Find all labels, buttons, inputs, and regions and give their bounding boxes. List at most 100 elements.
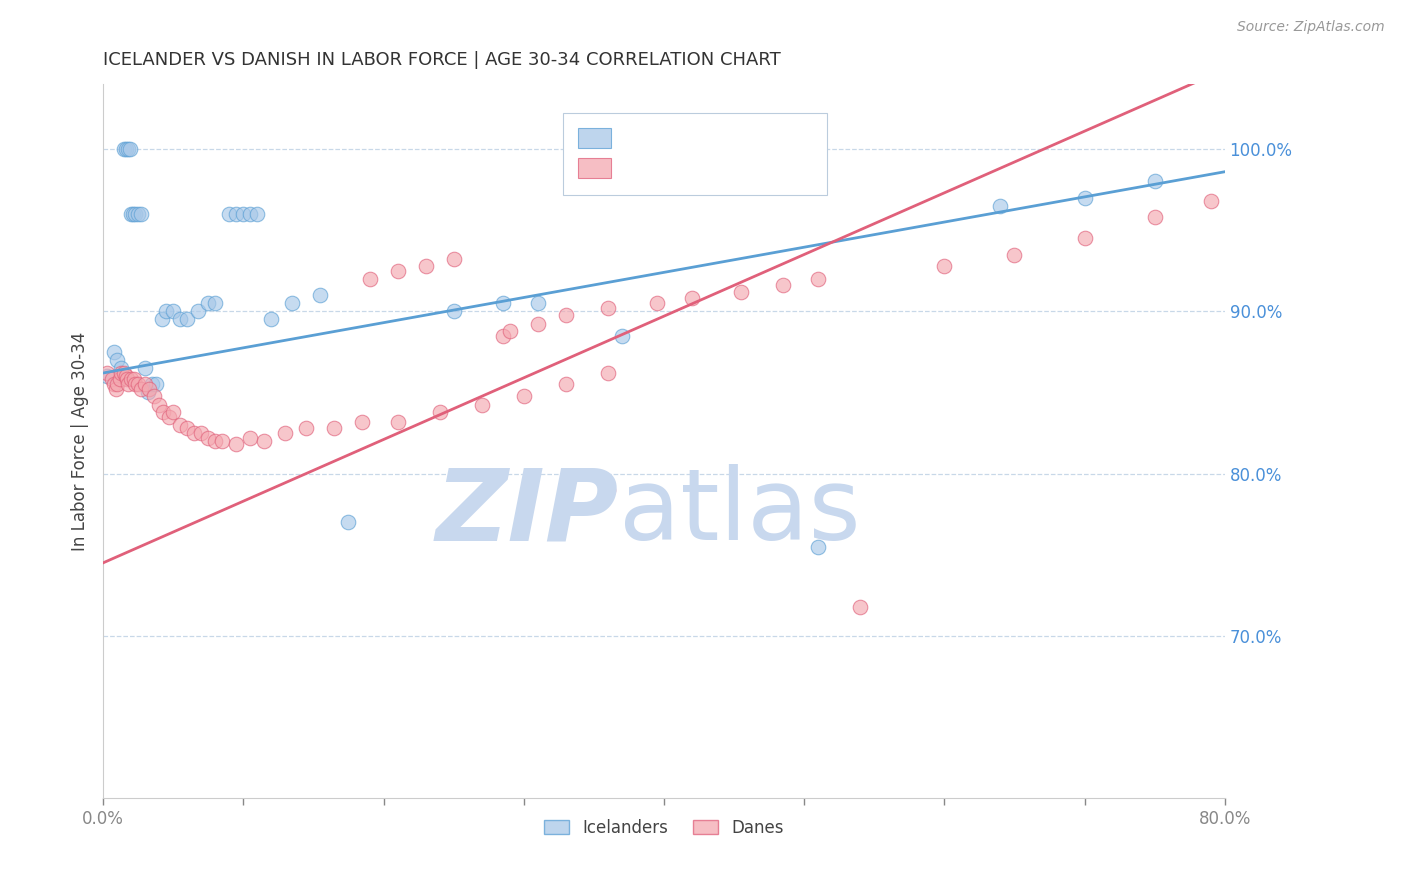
Point	[239, 431, 262, 445]
Point	[129, 207, 152, 221]
Point	[197, 431, 219, 445]
Point	[204, 434, 226, 449]
Point	[105, 377, 128, 392]
Point	[239, 207, 262, 221]
Point	[730, 285, 752, 299]
Point	[934, 259, 956, 273]
Point	[183, 425, 205, 440]
Point	[118, 142, 141, 156]
Point	[96, 369, 118, 384]
Point	[1199, 194, 1222, 208]
Point	[429, 405, 451, 419]
Point	[190, 425, 212, 440]
Point	[142, 389, 165, 403]
Point	[121, 207, 143, 221]
Point	[352, 415, 374, 429]
Point	[157, 409, 180, 424]
Point	[124, 377, 146, 392]
Point	[645, 296, 668, 310]
Point	[120, 207, 142, 221]
Point	[387, 415, 409, 429]
Point	[176, 312, 198, 326]
Point	[138, 382, 160, 396]
Point	[492, 328, 515, 343]
Point	[387, 264, 409, 278]
Point	[141, 377, 163, 392]
Point	[152, 405, 174, 419]
Point	[103, 344, 125, 359]
Text: ICELANDER VS DANISH IN LABOR FORCE | AGE 30-34 CORRELATION CHART: ICELANDER VS DANISH IN LABOR FORCE | AGE…	[103, 51, 780, 69]
Point	[253, 434, 276, 449]
Text: R = 0.631   N = 65: R = 0.631 N = 65	[623, 161, 775, 175]
Point	[204, 296, 226, 310]
Point	[112, 142, 135, 156]
Point	[122, 372, 145, 386]
Point	[359, 272, 381, 286]
Point	[849, 599, 872, 614]
Point	[110, 366, 132, 380]
Point	[232, 207, 254, 221]
Point	[129, 382, 152, 396]
Point	[148, 399, 170, 413]
Point	[337, 516, 360, 530]
Point	[281, 296, 304, 310]
Point	[471, 399, 494, 413]
Point	[681, 291, 703, 305]
Point	[415, 259, 437, 273]
Point	[526, 318, 548, 332]
Point	[309, 288, 332, 302]
Text: atlas: atlas	[619, 464, 860, 561]
Bar	[578, 128, 612, 148]
Point	[134, 361, 156, 376]
Text: R = 0.287   N = 42: R = 0.287 N = 42	[623, 130, 775, 145]
Point	[114, 369, 136, 384]
Point	[295, 421, 318, 435]
Point	[104, 382, 127, 396]
Point	[499, 324, 522, 338]
Point	[169, 417, 191, 432]
Point	[114, 142, 136, 156]
Point	[443, 304, 465, 318]
Point	[115, 372, 138, 386]
Point	[807, 272, 830, 286]
Point	[596, 301, 619, 315]
Point	[197, 296, 219, 310]
Point	[526, 296, 548, 310]
Point	[117, 377, 139, 392]
Point	[225, 437, 247, 451]
Point	[155, 304, 177, 318]
Point	[110, 361, 132, 376]
Point	[1073, 231, 1095, 245]
Point	[136, 385, 159, 400]
Point	[512, 389, 534, 403]
Point	[554, 308, 576, 322]
Point	[274, 425, 297, 440]
Point	[134, 377, 156, 392]
Point	[990, 199, 1012, 213]
Legend: Icelanders, Danes: Icelanders, Danes	[537, 812, 790, 843]
Point	[1143, 174, 1166, 188]
Point	[323, 421, 346, 435]
Point	[162, 304, 184, 318]
Point	[105, 353, 128, 368]
Point	[127, 377, 149, 392]
Point	[443, 252, 465, 267]
Point	[108, 372, 131, 386]
Point	[103, 377, 125, 392]
Point	[807, 540, 830, 554]
Point	[610, 328, 633, 343]
Point	[225, 207, 247, 221]
Y-axis label: In Labor Force | Age 30-34: In Labor Force | Age 30-34	[72, 332, 89, 550]
Point	[150, 312, 173, 326]
Point	[596, 483, 619, 497]
Point	[260, 312, 283, 326]
Point	[492, 296, 515, 310]
Point	[120, 372, 142, 386]
Text: ZIP: ZIP	[436, 464, 619, 561]
Point	[1073, 191, 1095, 205]
Point	[96, 366, 118, 380]
Point	[246, 207, 269, 221]
Point	[117, 142, 139, 156]
Point	[145, 377, 167, 392]
Point	[127, 207, 149, 221]
